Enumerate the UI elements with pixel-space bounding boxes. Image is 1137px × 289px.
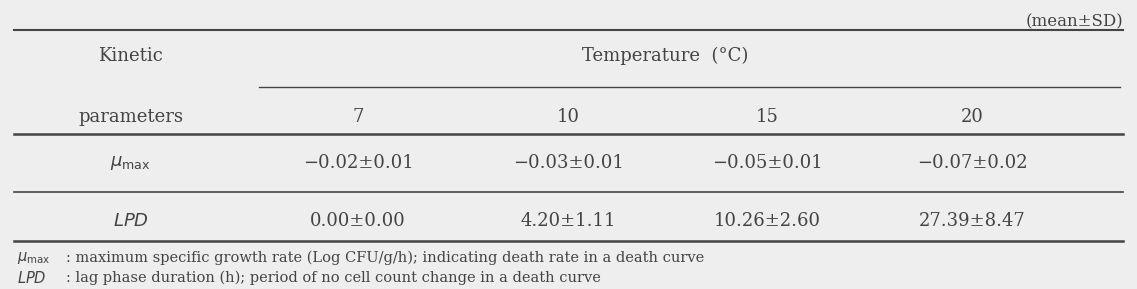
Text: Kinetic: Kinetic (98, 47, 164, 65)
Text: 27.39±8.47: 27.39±8.47 (919, 212, 1026, 230)
Text: $\mathit{LPD}$: $\mathit{LPD}$ (17, 270, 47, 286)
Text: 10: 10 (557, 108, 580, 126)
Text: $\mathit{\mu}_\mathrm{max}$: $\mathit{\mu}_\mathrm{max}$ (110, 154, 151, 172)
Text: 0.00±0.00: 0.00±0.00 (310, 212, 406, 230)
Text: −0.03±0.01: −0.03±0.01 (513, 154, 624, 172)
Text: (mean±SD): (mean±SD) (1026, 13, 1123, 30)
Text: Temperature  (°C): Temperature (°C) (582, 47, 748, 66)
Text: 4.20±1.11: 4.20±1.11 (521, 212, 616, 230)
Text: parameters: parameters (78, 108, 183, 126)
Text: 7: 7 (352, 108, 364, 126)
Text: −0.02±0.01: −0.02±0.01 (302, 154, 414, 172)
Text: 10.26±2.60: 10.26±2.60 (714, 212, 821, 230)
Text: −0.05±0.01: −0.05±0.01 (712, 154, 823, 172)
Text: $\mathit{\mu}_\mathrm{max}$: $\mathit{\mu}_\mathrm{max}$ (17, 250, 50, 266)
Text: : maximum specific growth rate (Log CFU/g/h); indicating death rate in a death c: : maximum specific growth rate (Log CFU/… (66, 251, 704, 265)
Text: −0.07±0.02: −0.07±0.02 (916, 154, 1028, 172)
Text: 15: 15 (756, 108, 779, 126)
Text: 20: 20 (961, 108, 984, 126)
Text: $\mathit{LPD}$: $\mathit{LPD}$ (113, 212, 149, 230)
Text: : lag phase duration (h); period of no cell count change in a death curve: : lag phase duration (h); period of no c… (66, 271, 600, 285)
